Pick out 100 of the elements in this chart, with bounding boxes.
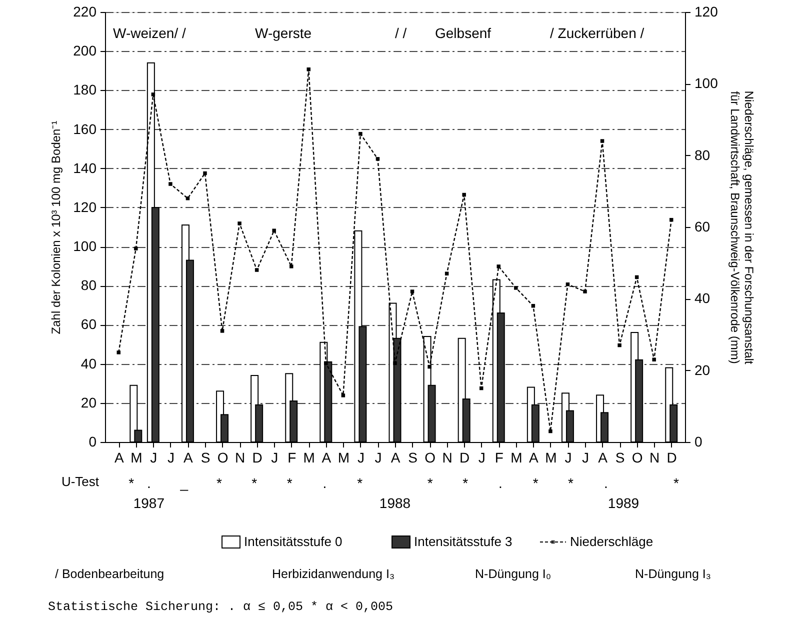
legend-label: Intensitätsstufe 0: [244, 534, 342, 549]
x-tick-label: M: [510, 450, 522, 466]
point: [548, 429, 552, 434]
y-tick-label: 180: [73, 82, 97, 98]
x-tick-label: F: [288, 450, 296, 466]
text: Statistische Sicherung: . α ≤ 0,05 * α < 0,005: [48, 600, 394, 614]
y-tick-label: 220: [73, 4, 97, 20]
annotation: / Zuckerrüben /: [550, 25, 644, 41]
text: *: [462, 475, 469, 491]
text: .: [322, 475, 327, 491]
y2-tick-label: 0: [694, 434, 702, 450]
point: [341, 394, 346, 398]
x-tick-label: M: [338, 450, 350, 466]
x-tick-label: F: [494, 450, 504, 466]
x-tick-label: N: [442, 450, 452, 466]
annotation: Gelbsenf: [435, 25, 492, 41]
y2-tick-label: 20: [694, 362, 710, 378]
x-tick-label: O: [217, 450, 228, 466]
x-tick-label: J: [357, 450, 364, 466]
y-tick-label: 0: [88, 434, 97, 450]
point: [410, 290, 414, 294]
x-tick-label: J: [167, 450, 174, 466]
text: .: [498, 475, 502, 491]
y-tick-label: 100: [73, 238, 97, 254]
x-tick-label: M: [545, 450, 557, 466]
x-tick-label: S: [408, 450, 418, 466]
x-tick-label: N: [650, 450, 660, 466]
text: 1987: [133, 495, 165, 511]
text: _: [179, 475, 188, 491]
point: [358, 132, 362, 136]
point: [376, 157, 380, 161]
x-tick-label: O: [632, 450, 643, 466]
point: [151, 92, 156, 96]
text: .: [146, 475, 151, 491]
x-tick-label: O: [424, 450, 436, 466]
point: [238, 222, 242, 226]
point: [272, 228, 276, 232]
point: [496, 264, 501, 268]
y2-axis-title: Niederschläge, gemessen in der Forschungsanstalt für Landwirtschaft, Braunschweig-Völkenrode (mm): [728, 90, 756, 365]
x-tick-label: A: [114, 450, 124, 466]
point: [393, 361, 397, 366]
text: *: [357, 475, 364, 491]
point: [428, 364, 432, 369]
y2-tick-label: 60: [694, 218, 710, 234]
x-tick-label: M: [303, 450, 315, 466]
text: *: [216, 475, 223, 491]
y2-tick-label: 40: [694, 290, 710, 306]
text: *: [252, 475, 258, 491]
point: [116, 350, 121, 354]
text: / Bodenbearbeitung: [55, 567, 164, 581]
point: [618, 343, 622, 348]
text: .: [604, 475, 608, 491]
x-tick-label: S: [200, 450, 210, 466]
annotation: / /: [395, 25, 407, 41]
point: [652, 358, 656, 362]
annotation: W-gerste: [255, 25, 312, 41]
x-tick-label: J: [271, 450, 278, 466]
x-tick-label: J: [150, 450, 158, 466]
y2-tick-label: 80: [694, 146, 710, 163]
point: [289, 264, 294, 268]
x-tick-label: A: [322, 450, 332, 466]
point: [254, 268, 259, 272]
x-tick-label: M: [130, 450, 142, 466]
point: [134, 246, 138, 250]
text: *: [532, 475, 539, 491]
legend-label: Intensitätsstufe 3: [414, 534, 512, 549]
y2-tick-label: 100: [694, 75, 718, 92]
x-tick-label: S: [615, 450, 625, 466]
x-tick-label: D: [460, 450, 470, 466]
point: [168, 182, 172, 186]
y-tick-label: 80: [80, 277, 97, 294]
point: [583, 290, 587, 294]
text: 1988: [379, 495, 411, 511]
text: *: [128, 475, 135, 491]
text: *: [427, 475, 434, 491]
x-tick-label: A: [390, 450, 401, 466]
y-tick-label: 160: [73, 120, 97, 137]
x-tick-label: N: [234, 450, 246, 466]
x-tick-label: A: [598, 450, 608, 466]
x-tick-label: J: [478, 450, 486, 466]
text: 1989: [608, 495, 640, 511]
legend-label: Niederschläge: [570, 534, 654, 549]
point: [462, 192, 466, 197]
x-tick-label: D: [252, 450, 262, 466]
x-tick-label: J: [582, 450, 589, 466]
x-tick-label: A: [184, 450, 194, 466]
point: [514, 286, 518, 290]
point: [220, 329, 224, 333]
y-tick-label: 120: [73, 198, 97, 215]
point: [324, 361, 328, 366]
y-tick-label: 20: [80, 394, 97, 410]
y-tick-label: 40: [80, 355, 97, 372]
x-tick-label: A: [529, 450, 540, 466]
point: [444, 272, 449, 276]
point: [203, 171, 207, 176]
x-tick-label: J: [564, 450, 572, 466]
text: *: [568, 475, 574, 491]
annotation: W-weizen/ /: [113, 25, 186, 41]
point: [600, 139, 604, 143]
y-tick-label: 200: [73, 42, 97, 59]
